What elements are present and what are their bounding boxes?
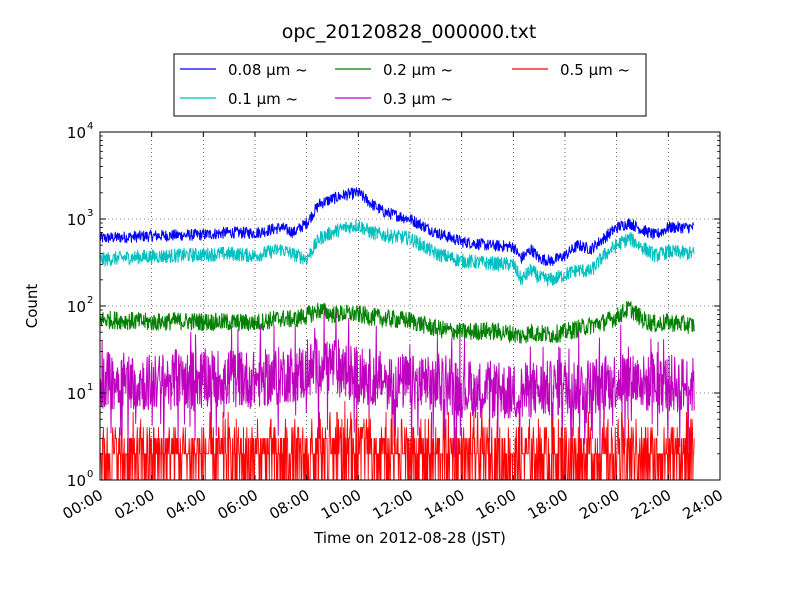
x-tick-label: 16:00 bbox=[473, 486, 519, 523]
x-tick-label: 20:00 bbox=[576, 486, 622, 523]
series-layer bbox=[100, 187, 695, 480]
legend-label-5: 0.5 μm ~ bbox=[560, 61, 630, 79]
x-tick-label: 12:00 bbox=[370, 486, 416, 523]
legend-label-3: 0.2 μm ~ bbox=[383, 61, 453, 79]
legend-label-1: 0.08 μm ~ bbox=[228, 61, 308, 79]
series-line-1 bbox=[100, 187, 695, 267]
x-tick-label: 04:00 bbox=[163, 486, 209, 523]
x-axis-label: Time on 2012-08-28 (JST) bbox=[313, 529, 506, 547]
series-line-4 bbox=[100, 309, 695, 463]
x-tick-label: 24:00 bbox=[680, 486, 726, 523]
x-tick-label: 06:00 bbox=[215, 486, 261, 523]
y-tick-exponent: 3 bbox=[87, 208, 93, 219]
x-tick-label: 18:00 bbox=[525, 486, 571, 523]
y-axis-label: Count bbox=[23, 284, 41, 329]
y-tick-exponent: 2 bbox=[87, 295, 93, 306]
y-tick-label: 10 bbox=[67, 472, 86, 490]
y-tick-label: 10 bbox=[67, 385, 86, 403]
x-tick-label: 08:00 bbox=[266, 486, 312, 523]
y-tick-label: 10 bbox=[67, 298, 86, 316]
x-tick-label: 00:00 bbox=[60, 486, 106, 523]
series-line-2 bbox=[100, 219, 695, 287]
x-tick-label: 02:00 bbox=[111, 486, 157, 523]
legend-frame bbox=[173, 53, 647, 117]
legend: 0.08 μm ~ 0.1 μm ~ 0.2 μm ~ 0.3 μm ~ 0.5 μm … bbox=[173, 53, 647, 117]
y-tick-exponent: 1 bbox=[87, 382, 93, 393]
series-line-5 bbox=[100, 400, 695, 480]
y-tick-exponent: 4 bbox=[87, 121, 93, 132]
y-tick-exponent: 0 bbox=[87, 469, 93, 480]
x-tick-label: 10:00 bbox=[318, 486, 364, 523]
y-tick-label: 10 bbox=[67, 211, 86, 229]
chart-title: opc_20120828_000000.txt bbox=[282, 21, 537, 43]
legend-label-4: 0.3 μm ~ bbox=[383, 90, 453, 108]
x-tick-label: 22:00 bbox=[628, 486, 674, 523]
series-line-3 bbox=[100, 300, 695, 344]
y-tick-label: 10 bbox=[67, 124, 86, 142]
x-tick-label: 14:00 bbox=[421, 486, 467, 523]
legend-label-2: 0.1 μm ~ bbox=[228, 90, 298, 108]
